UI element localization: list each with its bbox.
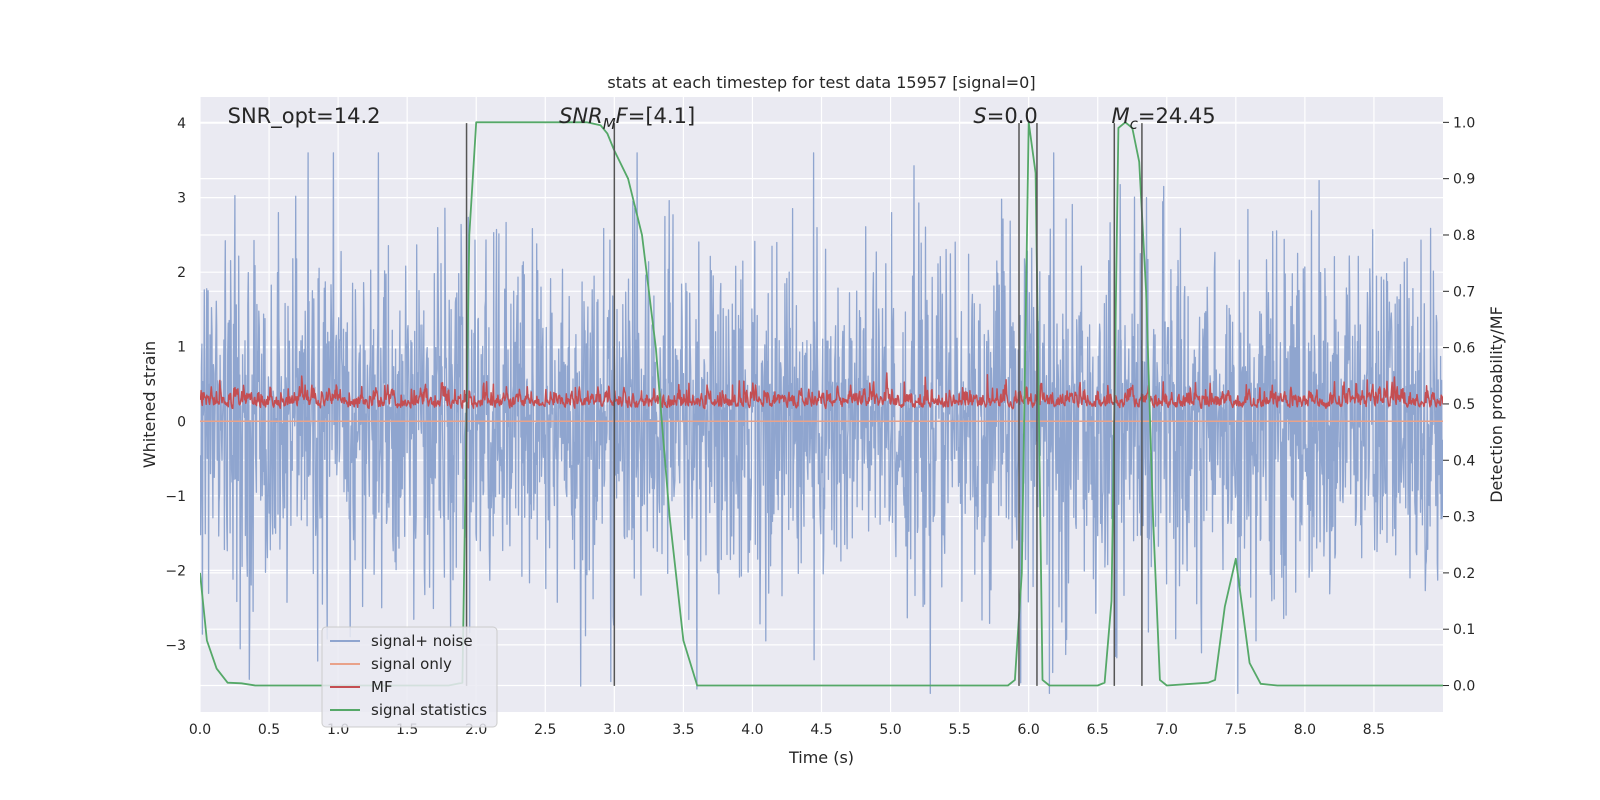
- y-right-tick-label: 0.4: [1453, 453, 1475, 469]
- y-right-tick-label: 0.3: [1453, 510, 1475, 526]
- y-left-axis-title: Whitened strain: [140, 341, 159, 468]
- y-left-tick-label: 3: [177, 191, 186, 207]
- x-tick-label: 8.5: [1363, 722, 1385, 738]
- y-right-axis-ticks: 0.0 0.1 0.2 0.3 0.4 0.5 0.6 0.7 0.8 0.9 1.0: [1443, 115, 1475, 695]
- y-right-tick-label: 0.1: [1453, 622, 1475, 638]
- y-left-tick-label: 0: [177, 414, 186, 430]
- y-right-tick-label: 1.0: [1453, 115, 1475, 131]
- x-tick-label: 7.5: [1225, 722, 1247, 738]
- x-tick-label: 2.5: [534, 722, 556, 738]
- legend-entry: signal only: [371, 655, 452, 673]
- y-left-tick-label: −3: [165, 638, 186, 654]
- y-right-tick-label: 0.9: [1453, 172, 1475, 188]
- series-line-signal-noise: [200, 152, 1443, 695]
- x-tick-label: 0.5: [258, 722, 280, 738]
- annotation-text: SNRMF=[4.1]: [559, 104, 695, 133]
- annotation-text: S=0.0: [973, 104, 1037, 128]
- y-right-tick-label: 0.5: [1453, 397, 1475, 413]
- y-left-axis-ticks: −3 −2 −1 0 1 2 3 4: [165, 116, 186, 654]
- x-tick-label: 3.0: [603, 722, 625, 738]
- x-tick-label: 4.5: [810, 722, 832, 738]
- x-axis-title: Time (s): [788, 748, 854, 767]
- y-left-tick-label: −2: [165, 563, 186, 579]
- x-tick-label: 5.0: [879, 722, 901, 738]
- y-right-tick-label: 0.7: [1453, 284, 1475, 300]
- legend-box: [321, 626, 498, 728]
- x-tick-label: 8.0: [1294, 722, 1316, 738]
- x-tick-label: 7.0: [1156, 722, 1178, 738]
- legend-entry: MF: [371, 678, 393, 696]
- vertical-markers: [465, 123, 1143, 686]
- y-left-tick-label: 2: [177, 265, 186, 281]
- y-right-tick-label: 0.0: [1453, 679, 1475, 695]
- y-left-tick-label: 1: [177, 340, 186, 356]
- x-tick-label: 6.5: [1087, 722, 1109, 738]
- y-right-axis-title: Detection probability/MF: [1487, 306, 1506, 503]
- y-left-tick-label: −1: [165, 489, 186, 505]
- x-tick-label: 4.0: [741, 722, 763, 738]
- legend: signal+ noise signal only MF signal statist…: [321, 626, 498, 728]
- series-line-mf: [200, 372, 1443, 410]
- x-tick-label: 0.0: [189, 722, 211, 738]
- annotation-text: Mc=24.45: [1112, 104, 1216, 133]
- legend-entry: signal+ noise: [371, 632, 473, 650]
- x-tick-label: 5.5: [948, 722, 970, 738]
- x-tick-label: 3.5: [672, 722, 694, 738]
- legend-entry: signal statistics: [371, 701, 487, 719]
- x-tick-label: 6.0: [1018, 722, 1040, 738]
- annotation-text: SNR_opt=14.2: [228, 104, 381, 129]
- y-right-tick-label: 0.6: [1453, 341, 1475, 357]
- annotations: SNR_opt=14.2 SNRMF=[4.1] S=0.0 Mc=24.45: [228, 104, 1216, 133]
- chart-title: stats at each timestep for test data 159…: [607, 73, 1035, 92]
- y-right-tick-label: 0.8: [1453, 228, 1475, 244]
- y-left-tick-label: 4: [177, 116, 186, 132]
- y-right-tick-label: 0.2: [1453, 566, 1475, 582]
